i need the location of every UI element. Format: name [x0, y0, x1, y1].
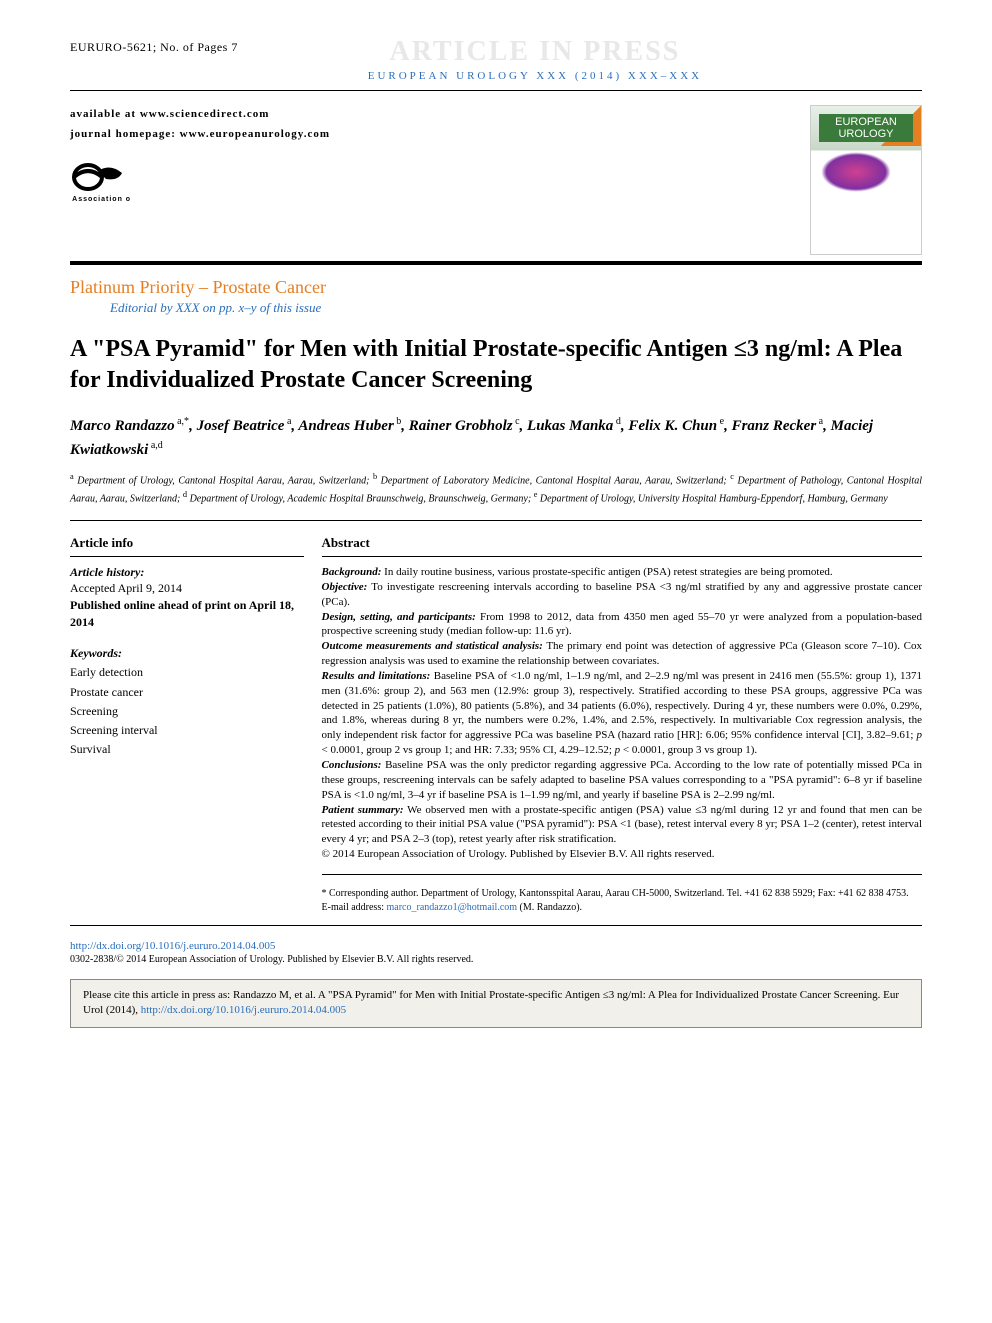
- rule-above-cols: [70, 520, 922, 521]
- article-in-press-watermark: ARTICLE IN PRESS: [238, 36, 832, 68]
- abstract-rule: [322, 556, 922, 557]
- cover-art-icon: [821, 152, 891, 192]
- cite-doi-link[interactable]: http://dx.doi.org/10.1016/j.eururo.2014.…: [141, 1004, 346, 1016]
- journal-homepage: journal homepage: www.europeanurology.co…: [70, 125, 330, 145]
- available-at: available at www.sciencedirect.com: [70, 105, 330, 125]
- corresponding-author: * Corresponding author. Department of Ur…: [322, 887, 922, 915]
- journal-cover-thumbnail: EUROPEAN UROLOGY: [810, 105, 922, 255]
- keyword: Prostate cancer: [70, 683, 304, 702]
- header-row: EURURO-5621; No. of Pages 7 ARTICLE IN P…: [70, 40, 922, 82]
- article-title: A "PSA Pyramid" for Men with Initial Pro…: [70, 334, 922, 396]
- keyword: Early detection: [70, 663, 304, 682]
- keywords-list: Early detection Prostate cancer Screenin…: [70, 663, 304, 759]
- manuscript-id: EURURO-5621; No. of Pages 7: [70, 40, 238, 55]
- availability-row: available at www.sciencedirect.com journ…: [70, 105, 922, 255]
- availability-text: available at www.sciencedirect.com journ…: [70, 105, 330, 255]
- corresp-suffix: (M. Randazzo).: [517, 902, 582, 913]
- accepted-date: Accepted April 9, 2014: [70, 580, 304, 597]
- email-label: E-mail address:: [322, 902, 387, 913]
- footer-copyright: 0302-2838/© 2014 European Association of…: [70, 954, 922, 965]
- abstract-body: Background: In daily routine business, v…: [322, 565, 922, 862]
- article-info-rule: [70, 556, 304, 557]
- section-label: Platinum Priority – Prostate Cancer: [70, 277, 922, 298]
- corresp-rule: [322, 874, 922, 875]
- cover-title: EUROPEAN UROLOGY: [819, 114, 913, 142]
- page: EURURO-5621; No. of Pages 7 ARTICLE IN P…: [0, 0, 992, 1058]
- abstract-heading: Abstract: [322, 535, 922, 554]
- citation-box: Please cite this article in press as: Ra…: [70, 979, 922, 1028]
- abstract-column: Abstract Background: In daily routine bu…: [322, 535, 922, 915]
- corresp-text: * Corresponding author. Department of Ur…: [322, 888, 909, 899]
- published-date: Published online ahead of print on April…: [70, 597, 304, 631]
- keyword: Screening: [70, 702, 304, 721]
- svg-text:European Association of Urolog: European Association of Urology: [70, 196, 130, 203]
- doi-link[interactable]: http://dx.doi.org/10.1016/j.eururo.2014.…: [70, 940, 275, 952]
- article-history-label: Article history:: [70, 565, 304, 580]
- keywords-label: Keywords:: [70, 646, 304, 661]
- keyword: Screening interval: [70, 721, 304, 740]
- two-column-region: Article info Article history: Accepted A…: [70, 535, 922, 915]
- rule-thick: [70, 261, 922, 265]
- article-info-heading: Article info: [70, 535, 304, 554]
- rule-top: [70, 90, 922, 91]
- affiliations: a Department of Urology, Cantonal Hospit…: [70, 471, 922, 506]
- rule-below-cols: [70, 925, 922, 926]
- journal-banner: EUROPEAN UROLOGY XXX (2014) XXX–XXX: [238, 70, 832, 82]
- authors: Marco Randazzo a,*, Josef Beatrice a, An…: [70, 414, 922, 461]
- keyword: Survival: [70, 740, 304, 759]
- corresp-email-link[interactable]: marco_randazzo1@hotmail.com: [387, 902, 518, 913]
- editorial-note: Editorial by XXX on pp. x–y of this issu…: [110, 300, 922, 316]
- footer-doi: http://dx.doi.org/10.1016/j.eururo.2014.…: [70, 940, 922, 952]
- logo-row: European Association of Urology: [70, 163, 330, 203]
- article-info-column: Article info Article history: Accepted A…: [70, 535, 304, 915]
- eau-logo-icon: European Association of Urology: [70, 163, 130, 203]
